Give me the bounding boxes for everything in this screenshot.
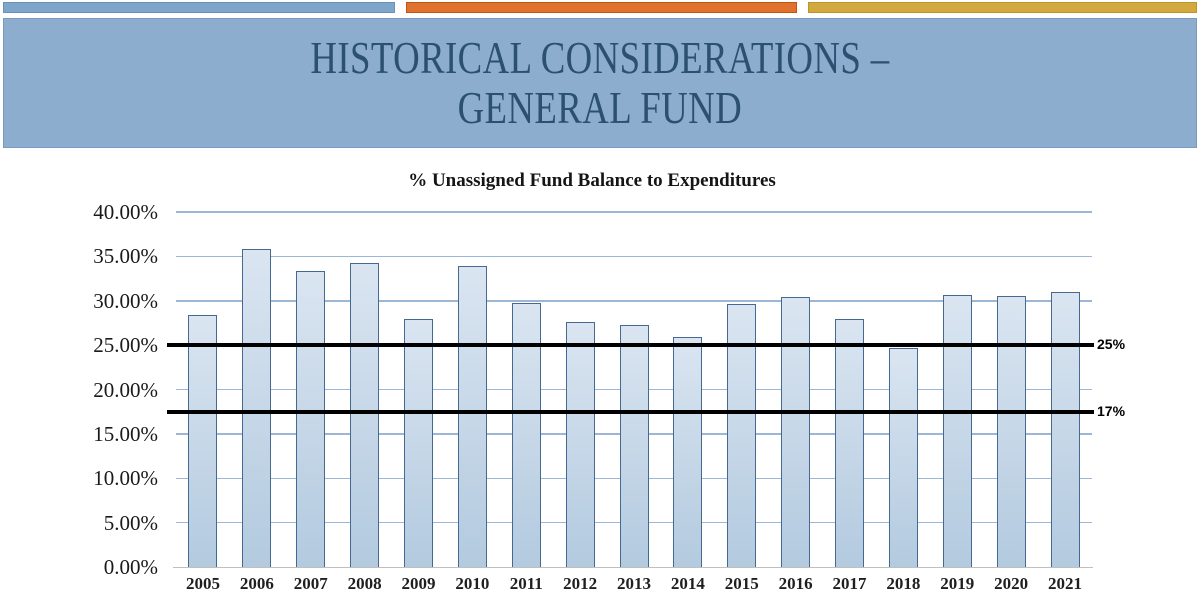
x-tick-label-2016: 2016	[778, 574, 813, 593]
bar-2009	[403, 318, 433, 567]
x-tick-label-2006: 2006	[239, 574, 274, 593]
reference-line-25	[167, 343, 1094, 348]
x-tick-label-2010: 2010	[455, 574, 490, 593]
bar-2010	[457, 266, 487, 567]
x-tick-label-2019: 2019	[940, 574, 975, 593]
bar-2012	[565, 322, 595, 567]
gridline-30	[176, 300, 1092, 302]
y-tick-label-15: 15.00%	[93, 421, 158, 446]
bar-2007	[296, 271, 326, 567]
x-tick-label-2008: 2008	[347, 574, 382, 593]
x-tick-label-2012: 2012	[563, 574, 598, 593]
accent-strip-gold	[808, 2, 1197, 13]
bar-2015	[727, 304, 757, 567]
title-banner: HISTORICAL CONSIDERATIONS – GENERAL FUND	[3, 18, 1197, 148]
reference-line-label-25: 25%	[1097, 336, 1126, 353]
y-tick-label-35: 35.00%	[93, 244, 158, 269]
bar-2019	[942, 294, 972, 567]
bar-2005	[188, 314, 218, 567]
y-tick-label-30: 30.00%	[93, 288, 158, 313]
y-tick-label-25: 25.00%	[93, 333, 158, 358]
x-tick-label-2005: 2005	[185, 574, 220, 593]
x-tick-label-2015: 2015	[724, 574, 759, 593]
x-tick-label-2007: 2007	[293, 574, 328, 593]
y-tick-label-40: 40.00%	[93, 200, 158, 224]
bar-2008	[350, 262, 380, 567]
x-tick-label-2009: 2009	[401, 574, 436, 593]
gridline-40	[176, 211, 1092, 213]
x-tick-label-2017: 2017	[832, 574, 867, 593]
bar-2014	[673, 337, 703, 567]
x-axis-line	[173, 566, 1093, 568]
x-tick-label-2021: 2021	[1048, 574, 1083, 593]
accent-strip-blue	[3, 2, 395, 13]
x-tick-label-2018: 2018	[886, 574, 921, 593]
x-tick-label-2011: 2011	[509, 574, 543, 593]
gridline-35	[176, 255, 1092, 258]
bar-2018	[888, 347, 918, 567]
bar-2016	[781, 297, 811, 567]
bar-2006	[242, 249, 272, 567]
x-tick-label-2020: 2020	[994, 574, 1029, 593]
x-tick-label-2013: 2013	[617, 574, 651, 593]
reference-line-17	[167, 409, 1094, 414]
accent-strip-orange	[406, 2, 797, 13]
y-tick-label-0: 0.00%	[103, 555, 158, 579]
bar-2011	[511, 303, 541, 567]
bar-2020	[996, 296, 1026, 567]
bar-2021	[1050, 291, 1080, 567]
slide-title-line1: HISTORICAL CONSIDERATIONS –	[310, 32, 890, 83]
x-tick-label-2014: 2014	[670, 574, 705, 593]
chart-title: % Unassigned Fund Balance to Expenditure…	[408, 170, 776, 191]
y-tick-label-10: 10.00%	[93, 466, 158, 491]
y-tick-label-5: 5.00%	[103, 510, 158, 535]
reference-line-label-17: 17%	[1097, 402, 1126, 419]
bar-2013	[619, 324, 649, 567]
bar-2017	[835, 318, 865, 567]
slide-title-line2: GENERAL FUND	[457, 82, 743, 133]
y-tick-label-20: 20.00%	[93, 377, 158, 402]
